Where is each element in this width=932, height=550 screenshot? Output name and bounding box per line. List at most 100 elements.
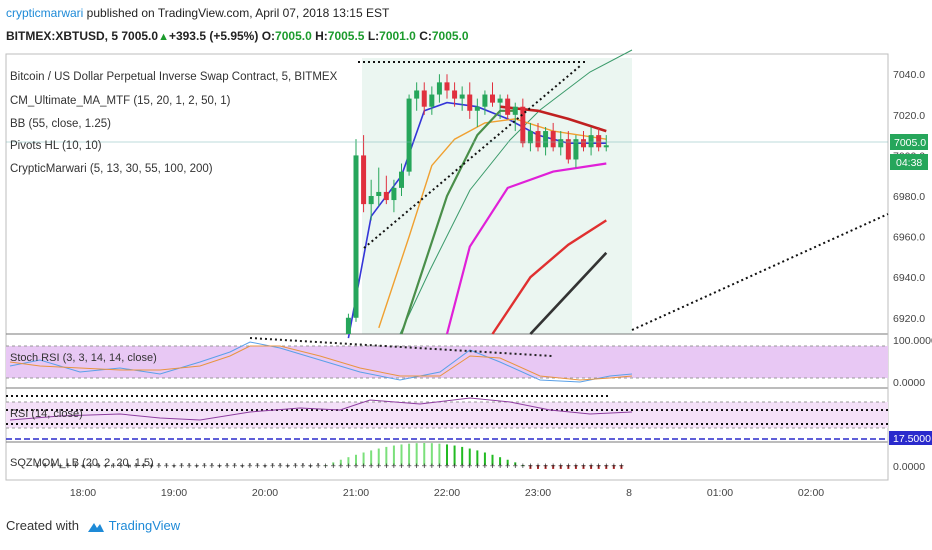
sqz-cross-icon: + [232, 461, 237, 471]
sqz-cross-icon: + [308, 461, 313, 471]
sqz-cross-icon: + [111, 461, 116, 471]
sqz-bar [112, 463, 115, 465]
sqz-cross-icon: + [156, 461, 161, 471]
sqz-cross-icon: + [406, 461, 411, 471]
price-tick-label: 6980.0 [893, 191, 925, 203]
sqz-bar [552, 465, 555, 469]
sqz-bar [127, 465, 130, 467]
legend-symbol[interactable]: Bitcoin / US Dollar Perpetual Inverse Sw… [10, 71, 338, 83]
countdown-tag [890, 154, 928, 170]
candle-body [482, 94, 488, 107]
candle-body [505, 98, 511, 115]
sqz-cross-icon: + [604, 461, 609, 471]
sqz-bar [620, 465, 623, 469]
ma-line-orange [378, 118, 607, 329]
sqz-bar [362, 452, 365, 465]
candle-body [361, 155, 367, 205]
sqz-cross-icon: + [611, 461, 616, 471]
sqz-cross-icon: + [323, 461, 328, 471]
sqz-cross-icon: + [247, 461, 252, 471]
sqz-cross-icon: + [490, 461, 495, 471]
sqz-bar [430, 443, 433, 465]
sqz-bar [377, 448, 380, 465]
sqz-cross-icon: + [300, 461, 305, 471]
sqz-cross-icon: + [558, 461, 563, 471]
legend-bb[interactable]: BB (55, close, 1.25) [10, 118, 111, 130]
sqz-bar [97, 463, 100, 465]
sqz-cross-icon: + [437, 461, 442, 471]
price-tag-value: 7005.0 [894, 137, 926, 149]
stoch-axis-top: 100.0000 [893, 335, 932, 347]
legend-cm-ma[interactable]: CM_Ultimate_MA_MTF (15, 20, 1, 2, 50, 1) [10, 95, 231, 107]
sqz-cross-icon: + [353, 461, 358, 471]
candle-body [452, 90, 458, 99]
sqz-cross-icon: + [126, 461, 131, 471]
candle-body [406, 98, 412, 172]
sqz-cross-icon: + [118, 461, 123, 471]
sqz-bar [514, 462, 517, 465]
sqz-cross-icon: + [422, 461, 427, 471]
sqz-bar [135, 463, 138, 465]
stoch-axis-bottom: 0.0000 [893, 377, 925, 389]
sqz-cross-icon: + [513, 461, 518, 471]
stoch-trendline [249, 337, 553, 357]
price-axis[interactable]: 7040.07020.07000.06980.06960.06940.06920… [893, 69, 925, 325]
sqz-bar [203, 463, 206, 465]
sqz-bar [521, 465, 524, 466]
sqz-cross-icon: + [133, 461, 138, 471]
change-value: +393.5 (+5.95%) [168, 29, 259, 43]
sqz-bar [385, 446, 388, 465]
sqz-bar [355, 454, 357, 465]
sqz-cross-icon: + [581, 461, 586, 471]
legend-crypticmarwari[interactable]: CrypticMarwari (5, 13, 30, 55, 100, 200) [10, 163, 213, 175]
sqz-bar [590, 465, 593, 469]
sqz-bar [180, 463, 183, 465]
sqz-bar [157, 463, 160, 465]
sqz-cross-icon: + [429, 461, 434, 471]
candle-body [543, 131, 549, 148]
sqz-cross-icon: + [505, 461, 510, 471]
sqz-cross-icon: + [73, 461, 78, 471]
candle-body [421, 90, 427, 107]
sqz-bar [256, 463, 259, 465]
sqz-bar [605, 465, 608, 469]
tradingview-logo-icon [87, 522, 104, 532]
sqz-bar [286, 465, 289, 467]
high-value: 7005.5 [327, 29, 365, 43]
time-axis[interactable]: 18:00 19:00 20:00 21:00 22:00 23:00 8 01:00 02:0… [70, 487, 824, 499]
up-arrow-icon: ▲ [158, 31, 169, 43]
sqz-bar [582, 465, 585, 469]
time-tick-label: 02:00 [798, 487, 824, 499]
sqz-bar [210, 463, 213, 465]
sqz-bar [294, 463, 297, 465]
sqz-bar [491, 454, 494, 465]
legend-stoch-rsi[interactable]: Stoch RSI (3, 3, 14, 14, close) [10, 352, 157, 364]
sqz-cross-icon: + [58, 461, 63, 471]
sqz-cross-icon: + [399, 461, 404, 471]
bb-band-fill [362, 58, 632, 334]
sqz-bar [317, 463, 320, 465]
ma-line-magenta [445, 162, 607, 335]
rsi-line [9, 397, 633, 421]
low-value: 7001.0 [379, 29, 416, 43]
sqz-cross-icon: + [391, 461, 396, 471]
chart-canvas[interactable]: + + + + + + + + + + + + + + + + + + + + + + + + + + + + + + + + + + + + + + + +… [0, 0, 932, 510]
sqz-histogram: + + + + + + + + + + + + + + + + + + + + + + + + + + + + + + + + + + + + + + + +… [35, 443, 624, 471]
legend-sqzmom[interactable]: SQZMOM_LB (20, 2, 20, 1.5) [10, 457, 154, 469]
sqz-cross-icon: + [35, 461, 40, 471]
sqz-cross-icon: + [444, 461, 449, 471]
legend-rsi[interactable]: RSI (14, close) [10, 408, 83, 420]
price-tick-label: 6940.0 [893, 272, 925, 284]
author-link[interactable]: crypticmarwari [6, 6, 84, 20]
candle-body [558, 139, 564, 148]
time-tick-label: 23:00 [525, 487, 551, 499]
sqz-cross-icon: + [619, 461, 624, 471]
sqz-cross-icon: + [194, 461, 199, 471]
footer-tradingview-link[interactable]: TradingView [108, 518, 181, 533]
publish-info: crypticmarwari published on TradingView.… [6, 6, 389, 20]
sqz-cross-icon: + [460, 461, 465, 471]
legend-pivots[interactable]: Pivots HL (10, 10) [10, 140, 102, 152]
candle-body [444, 82, 450, 91]
sqz-cross-icon: + [96, 461, 101, 471]
sqz-bar [279, 463, 282, 465]
